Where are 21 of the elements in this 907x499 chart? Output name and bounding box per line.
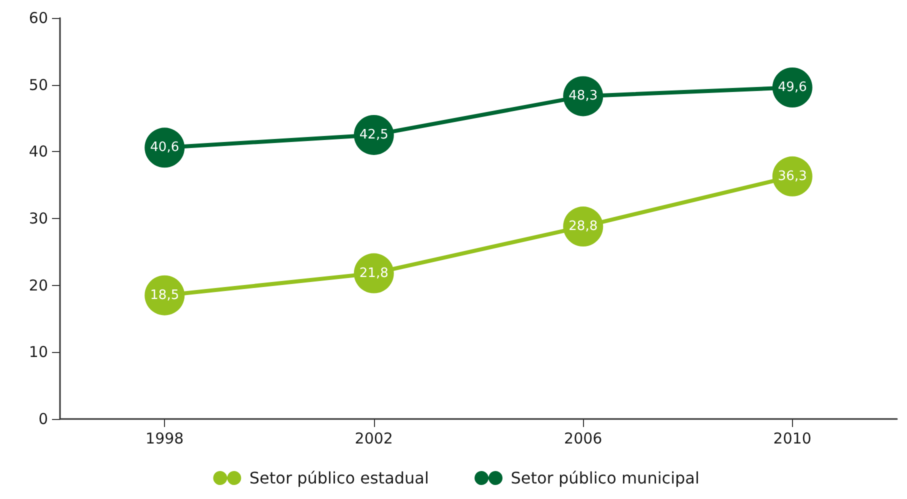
- y-tick-label: 10: [28, 343, 48, 362]
- y-tick-label: 40: [28, 142, 48, 161]
- y-tick-label: 20: [28, 276, 48, 294]
- data-label: 49,6: [778, 80, 807, 96]
- y-tick-label: 0: [38, 410, 48, 428]
- legend-label: Setor público estadual: [249, 468, 429, 488]
- data-label: 18,5: [150, 288, 180, 303]
- data-label: 36,3: [778, 168, 807, 184]
- y-tick-label: 50: [28, 76, 48, 94]
- data-label: 21,8: [359, 266, 388, 281]
- x-tick-label: 2006: [564, 430, 602, 448]
- x-tick-label: 1998: [146, 430, 184, 448]
- data-label: 48,3: [568, 88, 598, 104]
- y-tick-label: 30: [28, 210, 48, 228]
- data-label: 40,6: [150, 140, 180, 156]
- data-label: 28,8: [568, 219, 598, 234]
- data-label: 42,5: [359, 127, 388, 142]
- legend-label: Setor público municipal: [510, 468, 700, 488]
- x-tick-label: 2002: [354, 430, 393, 448]
- y-tick-label: 60: [28, 9, 48, 27]
- x-tick-label: 2010: [773, 430, 812, 448]
